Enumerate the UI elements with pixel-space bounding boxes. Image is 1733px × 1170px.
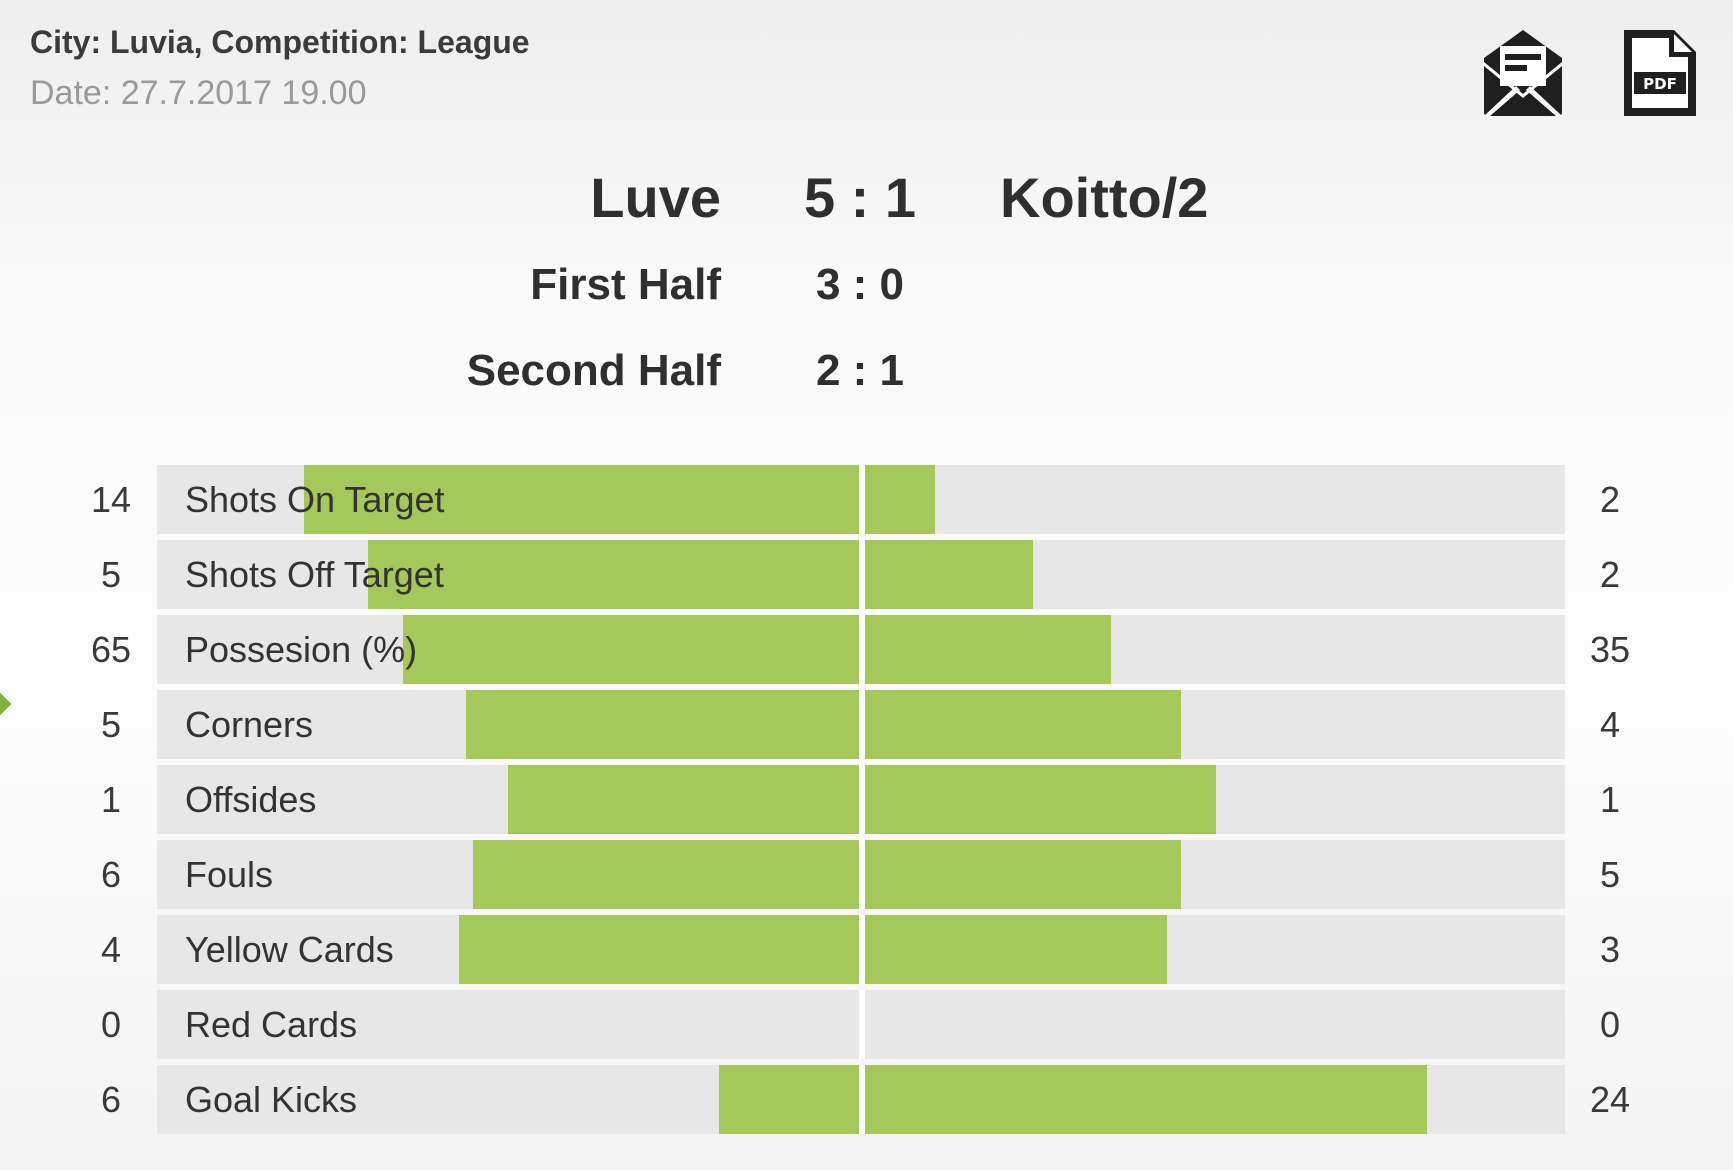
match-meta-city: City: Luvia, Competition: League	[30, 24, 530, 60]
score-row-full-time: Luve 5 : 1 Koitto/2	[0, 165, 1733, 245]
stat-home-value: 1	[100, 779, 122, 820]
stat-label: Fouls	[185, 854, 274, 895]
stat-label: Shots On Target	[185, 479, 445, 520]
stat-label: Offsides	[185, 779, 317, 820]
stat-home-value: 6	[100, 1079, 122, 1120]
score-row-second-half: Second Half 2 : 1	[0, 346, 1733, 426]
stat-label: Red Cards	[185, 1004, 358, 1045]
first-half-score: 3 : 0	[815, 260, 905, 309]
stat-home-value: 5	[100, 704, 122, 745]
stat-home-bar	[304, 465, 859, 534]
stat-bar-track: Red Cards	[157, 990, 1565, 1059]
stat-home-value: 4	[100, 929, 122, 970]
stat-away-bar	[865, 915, 1167, 984]
stat-away-value: 2	[1599, 554, 1621, 595]
stat-bar-track: Yellow Cards	[157, 915, 1565, 984]
stat-center-divider	[859, 840, 865, 909]
email-icon	[1484, 30, 1562, 116]
stat-row: 1 Offsides 1	[0, 765, 1733, 840]
stat-label: Possesion (%)	[185, 629, 418, 670]
pdf-icon-label: PDF	[1643, 75, 1677, 93]
stat-home-value: 65	[90, 629, 132, 670]
match-stats-table: 14 Shots On Target 2 5 Shots Off Target 2 65 Po…	[0, 465, 1733, 1140]
stat-row: 6 Goal Kicks 24	[0, 1065, 1733, 1140]
second-half-label: Second Half	[466, 346, 721, 395]
stat-away-bar	[865, 765, 1216, 834]
stat-row: 65 Possesion (%) 35	[0, 615, 1733, 690]
pdf-icon: PDF	[1624, 30, 1696, 116]
stat-home-bar	[719, 1065, 859, 1134]
stat-home-value: 0	[100, 1004, 122, 1045]
stat-row: 5 Shots Off Target 2	[0, 540, 1733, 615]
stat-row: 4 Yellow Cards 3	[0, 915, 1733, 990]
stat-bar-track: Shots On Target	[157, 465, 1565, 534]
stat-bar-track: Possesion (%)	[157, 615, 1565, 684]
stat-label: Goal Kicks	[185, 1079, 358, 1120]
stat-away-bar	[865, 840, 1181, 909]
stat-home-bar	[466, 690, 859, 759]
stat-away-value: 4	[1599, 704, 1621, 745]
stat-away-value: 0	[1599, 1004, 1621, 1045]
stat-away-bar	[865, 615, 1111, 684]
full-time-score: 5 : 1	[803, 166, 917, 229]
stat-center-divider	[859, 1065, 865, 1134]
stat-label: Shots Off Target	[185, 554, 444, 595]
stat-row: 6 Fouls 5	[0, 840, 1733, 915]
stat-home-value: 6	[100, 854, 122, 895]
stat-away-bar	[865, 465, 935, 534]
stat-center-divider	[859, 915, 865, 984]
stat-bar-track: Fouls	[157, 840, 1565, 909]
second-half-score: 2 : 1	[815, 346, 905, 395]
stat-center-divider	[859, 465, 865, 534]
stat-home-value: 14	[90, 479, 132, 520]
home-team-name: Luve	[590, 166, 721, 229]
stat-row: 14 Shots On Target 2	[0, 465, 1733, 540]
first-half-label: First Half	[530, 260, 721, 309]
stat-away-value: 1	[1599, 779, 1621, 820]
stat-label: Yellow Cards	[185, 929, 394, 970]
stat-label: Corners	[185, 704, 314, 745]
stat-away-value: 5	[1599, 854, 1621, 895]
stat-away-value: 35	[1589, 629, 1631, 670]
stat-away-bar	[865, 690, 1181, 759]
away-team-name: Koitto/2	[1000, 166, 1209, 229]
stat-home-bar	[403, 615, 859, 684]
stat-row: 0 Red Cards 0	[0, 990, 1733, 1065]
stat-away-value: 2	[1599, 479, 1621, 520]
stat-center-divider	[859, 990, 865, 1059]
stat-bar-track: Shots Off Target	[157, 540, 1565, 609]
stat-bar-track: Goal Kicks	[157, 1065, 1565, 1134]
stat-home-bar	[473, 840, 859, 909]
stat-home-bar	[368, 540, 859, 609]
stat-center-divider	[859, 690, 865, 759]
stat-bar-track: Corners	[157, 690, 1565, 759]
score-row-first-half: First Half 3 : 0	[0, 260, 1733, 340]
stat-away-value: 24	[1589, 1079, 1631, 1120]
pdf-export-button[interactable]: PDF	[1622, 28, 1698, 118]
stat-away-bar	[865, 540, 1033, 609]
match-meta-date: Date: 27.7.2017 19.00	[30, 74, 367, 112]
stat-home-bar	[508, 765, 859, 834]
stat-bar-track: Offsides	[157, 765, 1565, 834]
stat-away-value: 3	[1599, 929, 1621, 970]
stat-center-divider	[859, 615, 865, 684]
stat-away-bar	[865, 1065, 1427, 1134]
stat-row: 5 Corners 4	[0, 690, 1733, 765]
stat-center-divider	[859, 540, 865, 609]
stat-home-bar	[459, 915, 859, 984]
stat-home-value: 5	[100, 554, 122, 595]
stat-center-divider	[859, 765, 865, 834]
email-report-button[interactable]	[1480, 28, 1566, 118]
